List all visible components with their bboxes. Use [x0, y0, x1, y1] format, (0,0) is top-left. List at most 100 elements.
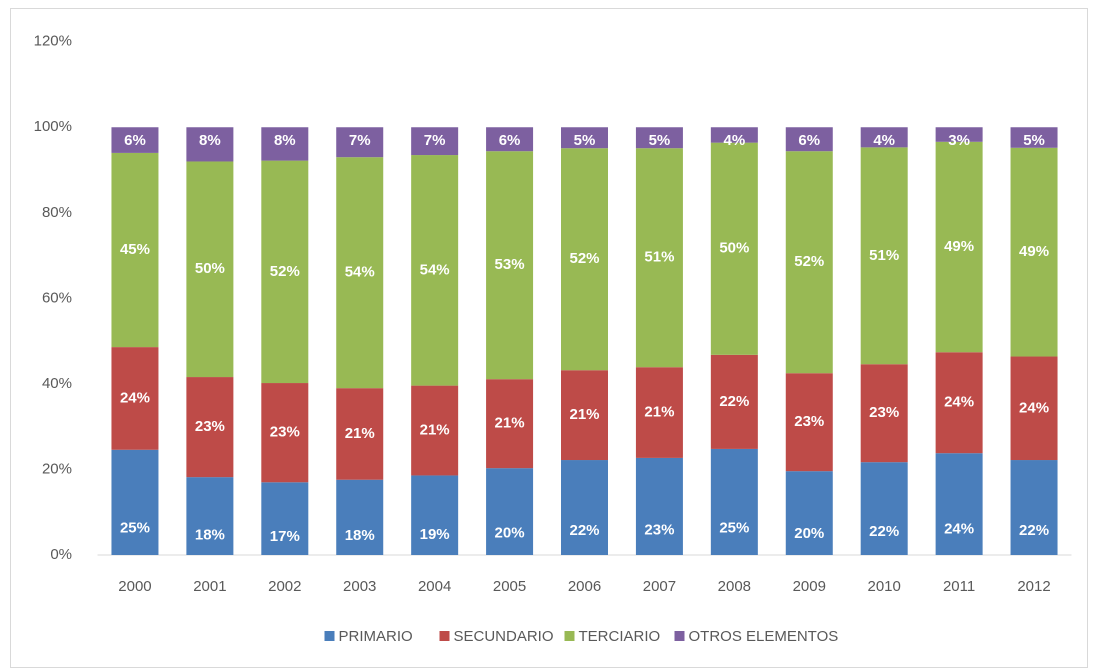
bar-segment: [111, 152, 159, 348]
y-tick-label: 60%: [42, 289, 72, 306]
x-tick-label: 2012: [1017, 578, 1050, 595]
data-label: 51%: [644, 249, 674, 266]
data-label: 8%: [199, 132, 221, 149]
bar-segment: [935, 453, 983, 555]
bar-segment: [935, 352, 983, 454]
bar-segment: [261, 160, 309, 384]
data-label: 17%: [270, 528, 300, 545]
legend-label: SECUNDARIO: [454, 628, 554, 645]
data-label: 7%: [349, 132, 371, 149]
data-label: 24%: [120, 389, 150, 406]
data-label: 6%: [499, 132, 521, 149]
bar-segment: [111, 449, 159, 555]
bar-segment: [111, 127, 159, 153]
bar-segment: [411, 385, 459, 476]
x-tick-label: 2004: [418, 578, 451, 595]
data-label: 52%: [794, 253, 824, 270]
bar-segment: [561, 460, 608, 555]
bar-segment: [186, 127, 234, 162]
data-label: 19%: [420, 526, 450, 543]
bar-segment: [785, 127, 833, 152]
data-label: 54%: [420, 261, 450, 278]
bar-segment: [635, 457, 683, 555]
bar-segment: [635, 148, 683, 368]
bar-segment: [336, 157, 384, 389]
data-label: 21%: [345, 425, 375, 442]
chart-frame: [10, 8, 1088, 668]
data-label: 24%: [944, 521, 974, 538]
legend-label: TERCIARIO: [579, 628, 661, 645]
data-label: 7%: [424, 132, 446, 149]
bar-segment: [860, 462, 908, 555]
data-label: 5%: [574, 132, 596, 149]
legend-swatch: [674, 631, 685, 641]
data-label: 23%: [794, 413, 824, 430]
data-label: 52%: [270, 263, 300, 280]
x-tick-label: 2008: [718, 578, 751, 595]
data-label: 21%: [420, 421, 450, 438]
bar-segment: [710, 354, 758, 449]
bar-segment: [411, 155, 459, 386]
data-label: 18%: [345, 527, 375, 544]
bar-segment: [785, 373, 833, 472]
bar-segment: [635, 127, 683, 149]
bar-segment: [561, 127, 608, 149]
data-label: 20%: [794, 525, 824, 542]
x-tick-label: 2011: [943, 578, 975, 595]
data-label: 20%: [495, 524, 525, 541]
bar-segment: [261, 482, 309, 555]
bar-segment: [635, 367, 683, 458]
bar-segment: [186, 161, 234, 378]
data-label: 24%: [1019, 399, 1049, 416]
bar-segment: [261, 383, 309, 483]
bar-segment: [935, 127, 983, 142]
data-label: 25%: [719, 519, 749, 536]
x-tick-label: 2001: [193, 578, 226, 595]
x-tick-label: 2006: [568, 578, 601, 595]
bar-segment: [336, 127, 384, 158]
y-tick-label: 0%: [50, 546, 72, 563]
data-label: 49%: [1019, 243, 1049, 260]
y-tick-label: 40%: [42, 375, 72, 392]
bar-segment: [561, 148, 608, 371]
data-label: 5%: [1023, 132, 1045, 149]
data-label: 23%: [869, 404, 899, 421]
legend-swatch: [564, 631, 575, 641]
y-tick-label: 120%: [34, 33, 72, 50]
bar-segment: [486, 151, 534, 380]
data-label: 22%: [569, 522, 599, 539]
data-label: 22%: [869, 523, 899, 540]
bar-segment: [486, 127, 534, 152]
bar-segment: [785, 151, 833, 374]
data-label: 3%: [948, 132, 970, 149]
bar-segment: [1010, 356, 1058, 461]
legend-label: OTROS ELEMENTOS: [689, 628, 839, 645]
bar-segment: [860, 364, 908, 463]
data-label: 4%: [724, 132, 746, 149]
data-label: 23%: [644, 522, 674, 539]
bar-segment: [486, 468, 534, 555]
x-tick-label: 2003: [343, 578, 376, 595]
bar-segment: [710, 448, 758, 555]
bar-segment: [785, 471, 833, 555]
bar-segment: [336, 479, 384, 555]
x-tick-label: 2010: [868, 578, 901, 595]
legend-label: PRIMARIO: [339, 628, 413, 645]
bar-segment: [111, 347, 159, 450]
data-label: 54%: [345, 264, 375, 281]
data-label: 24%: [944, 394, 974, 411]
y-tick-label: 20%: [42, 460, 72, 477]
x-tick-label: 2005: [493, 578, 526, 595]
data-label: 6%: [798, 132, 820, 149]
bar-segment: [860, 147, 908, 365]
bar-segment: [860, 127, 908, 148]
bar-segment: [186, 377, 234, 478]
data-label: 21%: [644, 404, 674, 421]
x-tick-label: 2000: [118, 578, 151, 595]
legend-swatch: [324, 631, 335, 641]
data-label: 6%: [124, 132, 146, 149]
data-label: 23%: [195, 418, 225, 435]
data-label: 50%: [195, 260, 225, 277]
x-tick-label: 2002: [268, 578, 301, 595]
bar-segment: [486, 379, 534, 469]
